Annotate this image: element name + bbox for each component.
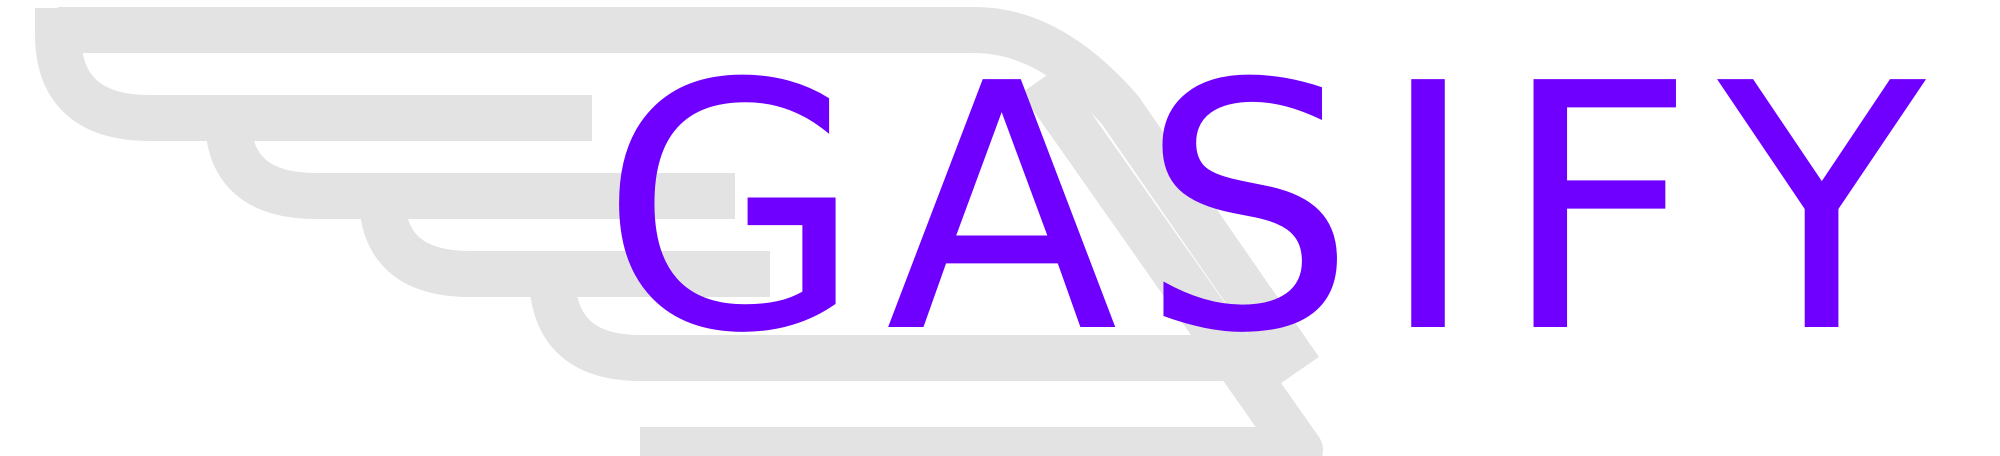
wing-top-edge — [58, 7, 1319, 384]
brand-name: GASIFY — [600, 12, 1948, 408]
brand-wordmark: GASIFY — [600, 40, 1947, 380]
wing-tail-line — [640, 66, 1323, 456]
wing-feather-4 — [529, 273, 1280, 381]
wing-feather-3 — [359, 195, 770, 297]
wing-feather-2 — [205, 117, 735, 219]
